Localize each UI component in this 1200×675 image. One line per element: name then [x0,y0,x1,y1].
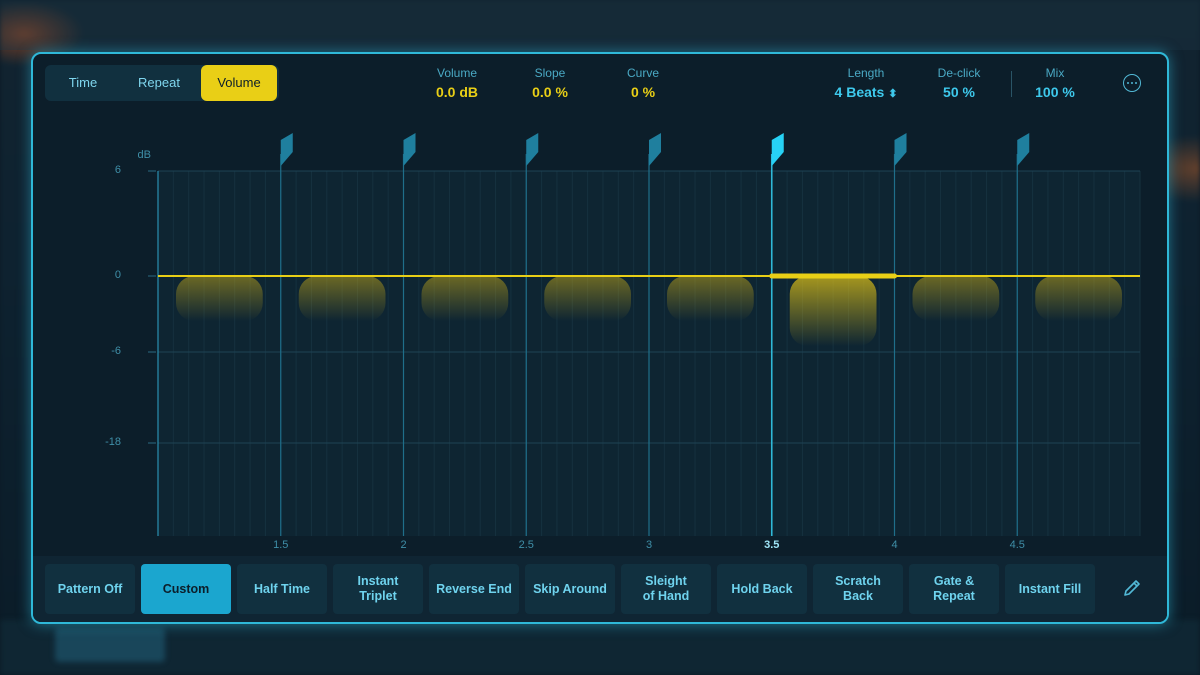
mix-label: Mix [1045,66,1065,80]
selected-step-fill [789,276,877,346]
volume-value[interactable]: 0.0 dB [435,84,478,100]
background-bottom-blur [0,620,1200,675]
param-divider [1011,71,1012,97]
tab-time[interactable]: Time [68,75,98,90]
up-down-chevron-icon[interactable]: ⬍ [888,88,898,100]
length-param[interactable]: Length 4 Beats ⬍ [821,66,911,100]
slope-label: Slope [534,66,566,80]
volume-label: Volume [436,66,478,80]
curve-label: Curve [626,66,659,80]
x-tick-label: 1.5 [273,539,289,551]
flag-marker-icon [649,133,661,166]
step-fill [1035,276,1122,321]
volume-envelope-graph[interactable] [33,54,1167,556]
flag-marker-icon [771,133,784,166]
slope-value[interactable]: 0.0 % [532,84,568,100]
preset-button-reverse-end[interactable]: Reverse End [429,564,519,614]
mix-value[interactable]: 100 % [1035,84,1075,100]
mix-param[interactable]: Mix 100 % [1015,66,1095,100]
preset-button-pattern-off[interactable]: Pattern Off [45,564,135,614]
step-fill [544,276,631,321]
y-tick-label: -6 [111,345,121,357]
tab-volume[interactable]: Volume [201,65,277,101]
step-fx-panel: Time Repeat Volume Volume 0.0 dB Slope 0… [31,52,1169,624]
y-unit-label: dB [137,149,151,161]
x-tick-label: 4.5 [1009,539,1025,551]
preset-button-instant-fill[interactable]: Instant Fill [1005,564,1095,614]
preset-button-skip-around[interactable]: Skip Around [525,564,615,614]
y-tick-label: -18 [105,436,121,448]
tab-repeat[interactable]: Repeat [138,75,180,90]
preset-button-hold-back[interactable]: Hold Back [717,564,807,614]
volume-param[interactable]: Volume 0.0 dB [417,66,497,100]
flag-marker-icon [1017,133,1030,166]
step-fill [912,276,1000,321]
length-label: Length [847,66,885,80]
step-fill [298,276,386,321]
preset-button-custom[interactable]: Custom [141,564,231,614]
flag-marker-icon [526,133,539,166]
preset-button-sleight-of-hand[interactable]: Sleight of Hand [621,564,711,614]
pencil-icon[interactable] [1121,577,1143,599]
x-tick-label: 2.5 [518,539,534,551]
step-fill [176,276,263,321]
flag-marker-icon [280,133,293,166]
y-tick-label: 0 [114,269,121,281]
curve-value[interactable]: 0 % [630,84,656,100]
step-fill [421,276,509,321]
x-tick-label: 2 [400,539,407,551]
preset-button-scratch-back[interactable]: Scratch Back [813,564,903,614]
declick-value[interactable]: 50 % [943,84,975,100]
curve-param[interactable]: Curve 0 % [603,66,683,100]
length-value[interactable]: 4 Beats [834,84,885,100]
background-ghost-button [55,628,165,662]
preset-button-gate-repeat[interactable]: Gate & Repeat [909,564,999,614]
declick-label: De-click [937,66,981,80]
x-tick-label: 3.5 [764,539,780,551]
declick-param[interactable]: De-click 50 % [919,66,999,100]
x-tick-label: 3 [645,539,653,551]
mode-segmented-control: Time Repeat Volume [45,65,279,101]
background-toolbar-blur [0,0,1200,50]
ellipsis-circle-icon[interactable] [1123,74,1141,92]
y-tick-label: 6 [114,164,121,176]
preset-button-instant-triplet[interactable]: Instant Triplet [333,564,423,614]
step-fill [667,276,754,321]
flag-marker-icon [894,133,907,166]
x-tick-label: 4 [891,539,898,551]
slope-param[interactable]: Slope 0.0 % [510,66,590,100]
flag-marker-icon [403,133,416,166]
preset-button-half-time[interactable]: Half Time [237,564,327,614]
